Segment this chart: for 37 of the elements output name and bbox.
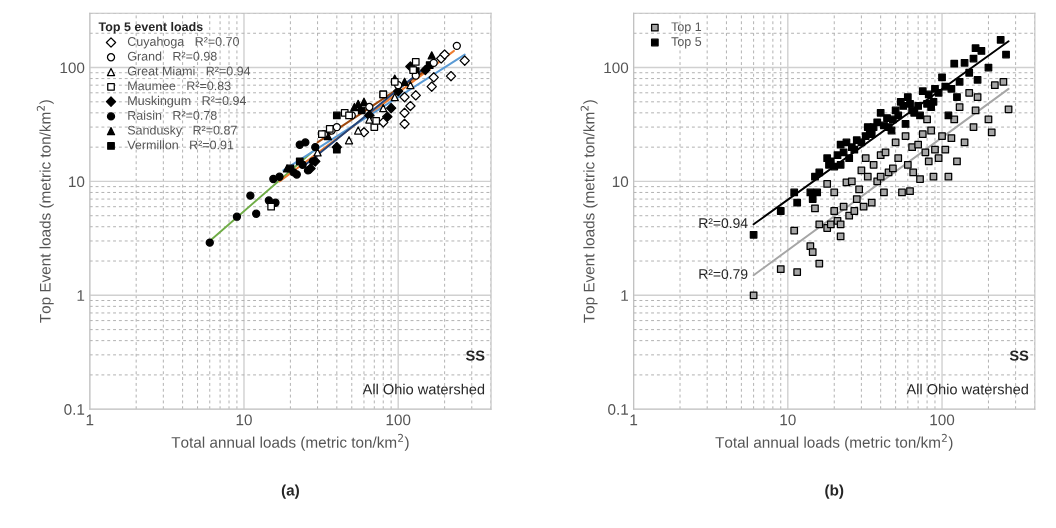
legend-label: Maumee R²=0.83 (128, 81, 231, 91)
x-tick-label: 10 (236, 414, 252, 426)
annotation: All Ohio watershed (906, 383, 1028, 395)
legend-label: Top 5 (671, 37, 702, 49)
x-tick-label: 10 (780, 414, 796, 426)
y-tick-label: 1 (77, 290, 85, 301)
text: (b) (825, 484, 844, 499)
legend-label: Top 1 (671, 22, 702, 34)
annotation: R²=0.79 (699, 269, 748, 279)
legend-label: Sandusky R²=0.87 (127, 125, 237, 138)
x-tick-label: 100 (930, 414, 955, 426)
legend-label: Raisin R²=0.78 (128, 110, 217, 120)
y-axis-title: Top Event loads (metric ton/km$^{2}$) (36, 100, 54, 323)
y-tick-label: 1 (621, 290, 628, 301)
y-axis-title: Top Event loads (metric ton/km$^{2}$) (580, 100, 598, 323)
legend-label: Grand R²=0.98 (127, 51, 217, 61)
legend-label: Muskingum R²=0.94 (128, 95, 247, 108)
y-tick-label: 100 (60, 62, 85, 74)
x-tick-label: 1 (630, 414, 638, 426)
annotation: SS (465, 350, 485, 361)
text: (a) (281, 484, 299, 499)
legend-label: Vermillon R²=0.91 (127, 140, 234, 150)
y-tick-label: 10 (69, 176, 85, 188)
legend-title: Top 5 event loads (98, 21, 203, 34)
y-tick-label: 0.1 (608, 404, 628, 415)
x-tick-label: 100 (386, 414, 411, 426)
legend-label: Great Miami R²=0.94 (127, 66, 251, 76)
annotation: SS (1009, 350, 1029, 361)
x-axis-title: Total annual loads (metric ton/km$^{2}$) (171, 433, 409, 451)
annotation: All Ohio watershed (362, 383, 485, 395)
y-tick-label: 100 (604, 62, 629, 74)
x-axis-title: Total annual loads (metric ton/km$^{2}$) (715, 433, 953, 451)
legend-label: Cuyahoga R²=0.70 (127, 36, 239, 49)
y-tick-label: 10 (612, 176, 629, 188)
y-tick-label: 0.1 (64, 404, 85, 415)
annotation: R²=0.94 (699, 218, 748, 229)
x-tick-label: 1 (86, 414, 94, 426)
